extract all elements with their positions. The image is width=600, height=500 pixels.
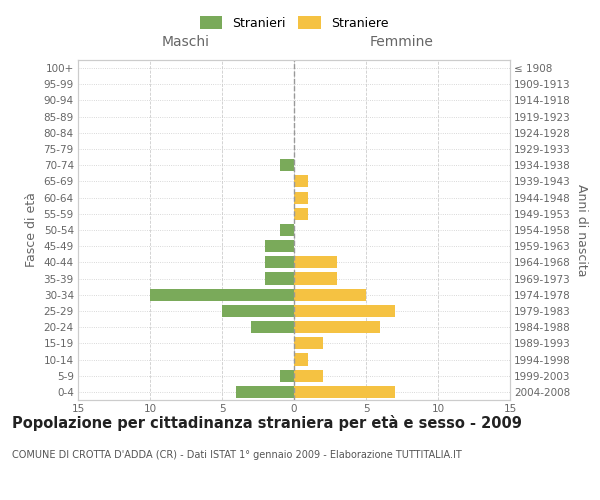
Y-axis label: Anni di nascita: Anni di nascita — [575, 184, 587, 276]
Bar — [150, 288, 294, 301]
Text: Maschi: Maschi — [162, 34, 210, 48]
Bar — [294, 272, 337, 284]
Bar — [294, 354, 308, 366]
Text: Femmine: Femmine — [370, 34, 434, 48]
Bar — [294, 321, 380, 333]
Bar — [280, 159, 294, 172]
Bar — [294, 370, 323, 382]
Legend: Stranieri, Straniere: Stranieri, Straniere — [195, 11, 393, 35]
Bar — [265, 256, 294, 268]
Bar — [265, 272, 294, 284]
Bar — [294, 256, 337, 268]
Bar — [265, 240, 294, 252]
Bar — [294, 192, 308, 203]
Bar — [294, 208, 308, 220]
Bar — [222, 305, 294, 317]
Bar — [280, 370, 294, 382]
Bar — [236, 386, 294, 398]
Bar — [294, 288, 366, 301]
Y-axis label: Fasce di età: Fasce di età — [25, 192, 38, 268]
Bar — [251, 321, 294, 333]
Bar — [294, 305, 395, 317]
Text: COMUNE DI CROTTA D'ADDA (CR) - Dati ISTAT 1° gennaio 2009 - Elaborazione TUTTITA: COMUNE DI CROTTA D'ADDA (CR) - Dati ISTA… — [12, 450, 462, 460]
Bar — [280, 224, 294, 236]
Bar — [294, 176, 308, 188]
Bar — [294, 338, 323, 349]
Text: Popolazione per cittadinanza straniera per età e sesso - 2009: Popolazione per cittadinanza straniera p… — [12, 415, 522, 431]
Bar — [294, 386, 395, 398]
